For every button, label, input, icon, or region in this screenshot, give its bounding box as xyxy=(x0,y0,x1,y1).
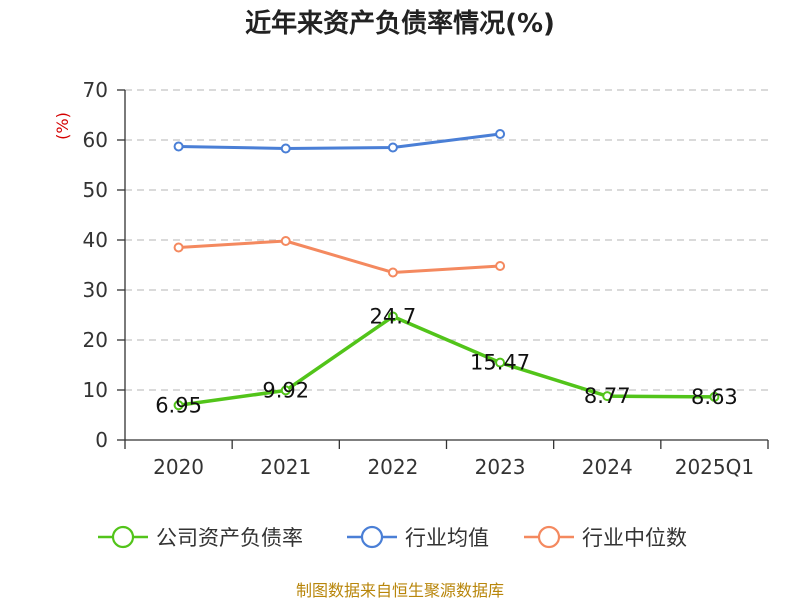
data-label: 9.92 xyxy=(262,378,309,402)
data-label: 6.95 xyxy=(155,393,202,417)
data-point xyxy=(387,267,398,278)
data-point xyxy=(173,141,184,152)
source-note: 制图数据来自恒生聚源数据库 xyxy=(296,581,504,600)
data-point xyxy=(495,357,506,368)
legend-marker xyxy=(111,525,135,549)
legend-marker xyxy=(537,525,561,549)
series-line xyxy=(178,132,501,150)
legend-label: 公司资产负债率 xyxy=(156,526,303,550)
x-tick-label: 2023 xyxy=(475,455,526,479)
x-tick-label: 2024 xyxy=(582,455,633,479)
x-tick-label: 2025Q1 xyxy=(675,455,754,479)
data-label: 8.77 xyxy=(584,384,631,408)
legend-label: 行业均值 xyxy=(405,526,489,550)
data-point xyxy=(495,129,506,139)
series-lines xyxy=(173,129,720,411)
data-point xyxy=(387,142,398,153)
data-label: 24.7 xyxy=(370,305,417,329)
series-line xyxy=(178,239,501,274)
data-point xyxy=(709,391,720,402)
y-tick-label: 10 xyxy=(83,378,108,402)
legend: 公司资产负债率 行业均值 行业中位数 xyxy=(98,525,687,550)
x-tick-label: 2020 xyxy=(153,455,204,479)
y-tick-label: 50 xyxy=(83,178,108,202)
y-tick-label: 20 xyxy=(83,328,108,352)
chart-title: 近年来资产负债率情况(%) xyxy=(245,8,555,39)
y-tick-label: 60 xyxy=(83,128,108,152)
data-point xyxy=(602,391,613,402)
data-point xyxy=(280,236,291,246)
gridlines xyxy=(125,89,768,391)
y-tick-label: 30 xyxy=(83,278,108,302)
series-line xyxy=(178,314,715,407)
legend-label: 行业中位数 xyxy=(582,526,687,550)
data-point xyxy=(173,400,184,411)
y-tick-label: 0 xyxy=(95,428,108,452)
data-label: 15.47 xyxy=(470,351,530,375)
x-tick-label: 2021 xyxy=(260,455,311,479)
data-point xyxy=(173,242,184,253)
y-tick-label: 40 xyxy=(83,228,108,252)
axes: 0 10 20 30 40 50 60 70 2020 2021 2022 2023 2024 2025Q… xyxy=(83,78,769,479)
legend-marker xyxy=(360,525,384,549)
data-label: 8.63 xyxy=(691,385,738,409)
data-point xyxy=(495,261,506,271)
y-axis-unit: (%) xyxy=(53,112,72,140)
data-labels: 6.95 9.92 24.7 15.47 8.77 8.63 xyxy=(155,305,738,418)
y-tick-label: 70 xyxy=(83,78,108,102)
data-point xyxy=(387,311,398,322)
data-point xyxy=(280,143,291,154)
x-tick-label: 2022 xyxy=(367,455,418,479)
data-point xyxy=(280,385,291,396)
